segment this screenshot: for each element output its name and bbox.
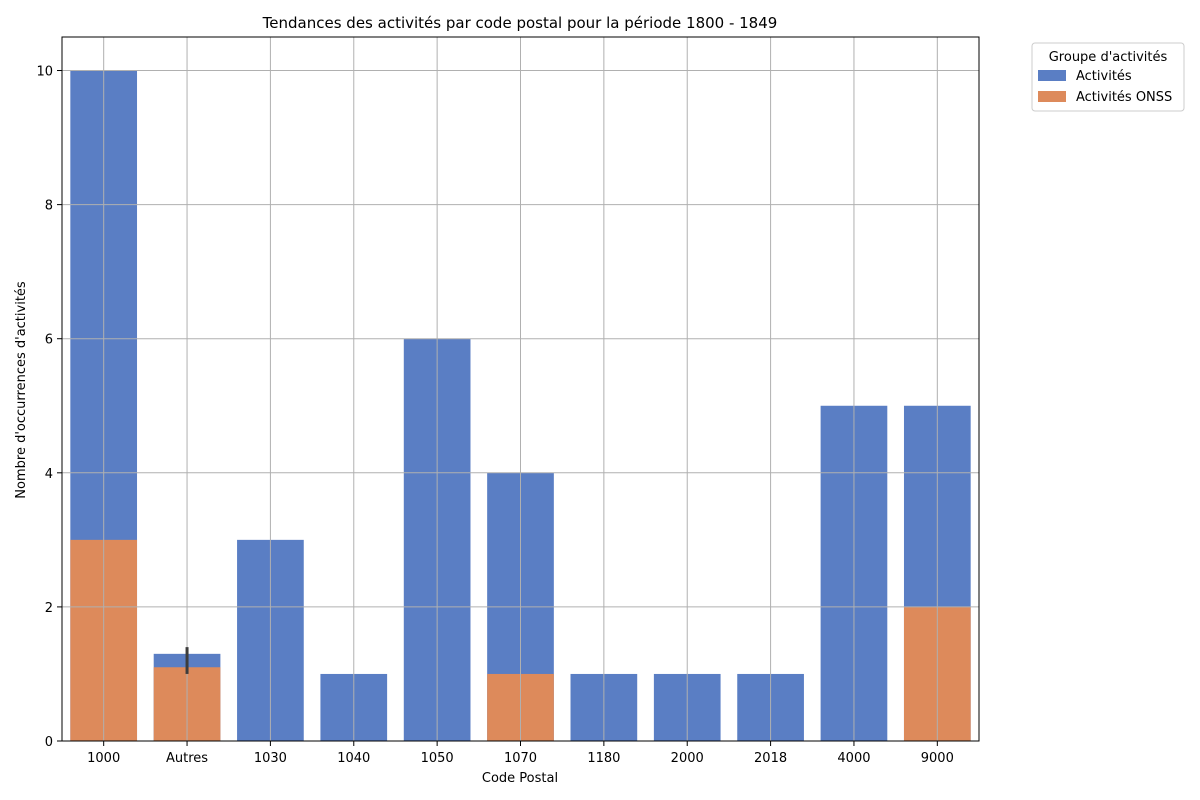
legend-label-activites-onss: Activités ONSS xyxy=(1076,90,1172,105)
x-ticks: 1000 Autres 1030 1040 1050 1070 1180 2000 2018 40… xyxy=(87,741,954,766)
chart-title: Tendances des activités par code postal … xyxy=(262,14,778,32)
legend-swatch-activites xyxy=(1038,70,1066,81)
y-tick-label: 6 xyxy=(45,333,53,348)
x-tick-label: 2018 xyxy=(754,751,787,766)
grid-lines xyxy=(62,37,979,742)
legend: Groupe d'activités Activités Activités O… xyxy=(1031,42,1185,112)
x-tick-label: Autres xyxy=(166,751,208,766)
x-tick-label: 1070 xyxy=(504,751,537,766)
x-tick-label: 1040 xyxy=(337,751,370,766)
legend-title: Groupe d'activités xyxy=(1049,50,1168,65)
x-axis-label: Code Postal xyxy=(482,771,558,786)
y-tick-label: 8 xyxy=(45,199,53,214)
y-tick-label: 0 xyxy=(45,735,53,750)
x-tick-label: 1030 xyxy=(254,751,287,766)
y-axis-label: Nombre d'occurrences d'activités xyxy=(14,281,29,499)
x-tick-label: 1000 xyxy=(87,751,120,766)
y-tick-label: 2 xyxy=(45,601,53,616)
x-tick-label: 9000 xyxy=(921,751,954,766)
legend-frame xyxy=(1031,42,1185,112)
x-tick-label: 1180 xyxy=(587,751,620,766)
legend-swatch-activites-onss xyxy=(1038,91,1066,102)
x-tick-label: 1050 xyxy=(421,751,454,766)
y-tick-label: 10 xyxy=(36,65,53,80)
legend-label-activites: Activités xyxy=(1076,69,1132,84)
x-tick-label: 4000 xyxy=(837,751,870,766)
x-tick-label: 2000 xyxy=(671,751,704,766)
y-tick-label: 4 xyxy=(45,467,53,482)
y-ticks: 0 2 4 6 8 10 xyxy=(36,65,62,750)
